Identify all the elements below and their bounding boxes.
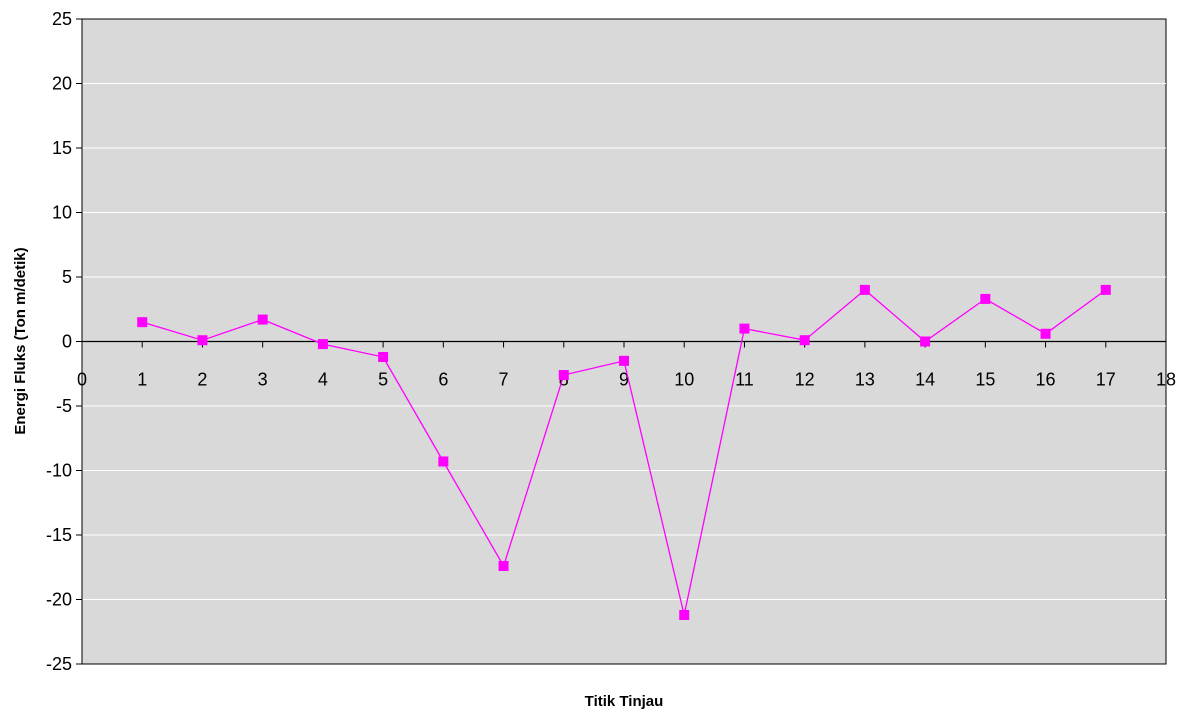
data-point-marker [799, 335, 810, 346]
data-point-marker [317, 339, 328, 350]
y-tick-label: 20 [52, 74, 72, 94]
y-tick-label: -20 [46, 590, 72, 610]
x-tick-labels: 0123456789101112131415161718 [77, 370, 1176, 390]
y-axis-title: Energi Fluks (Ton m/detik) [12, 247, 29, 434]
x-tick-label: 17 [1096, 370, 1116, 390]
x-tick-label: 16 [1036, 370, 1056, 390]
y-tick-label: 10 [52, 203, 72, 223]
data-point-marker [1040, 328, 1051, 339]
y-tick-labels: 25 20 15 10 5 0 -5 -10 -15 -20 -25 [46, 9, 72, 674]
data-point-marker [137, 317, 148, 328]
x-tick-label: 7 [499, 370, 509, 390]
y-tick-label: 15 [52, 138, 72, 158]
data-point-marker [498, 560, 509, 571]
y-tick-label: 25 [52, 9, 72, 29]
x-tick-label: 11 [735, 370, 754, 390]
y-tick-label: -25 [46, 654, 72, 674]
y-tick-label: -15 [46, 525, 72, 545]
data-point-marker [920, 336, 931, 347]
x-tick-label: 14 [915, 370, 935, 390]
x-tick-label: 6 [438, 370, 448, 390]
y-tick-label: 5 [62, 267, 72, 287]
axes [76, 18, 1167, 665]
x-tick-label: 0 [77, 370, 87, 390]
x-tick-label: 15 [975, 370, 995, 390]
data-point-marker [378, 351, 389, 362]
x-tick-label: 5 [378, 370, 388, 390]
x-tick-label: 3 [258, 370, 268, 390]
x-tick-label: 4 [318, 370, 328, 390]
data-point-marker [859, 284, 870, 295]
x-tick-label: 12 [795, 370, 815, 390]
y-tick-label: 0 [62, 332, 72, 352]
data-point-marker [438, 456, 449, 467]
x-tick-label: 9 [619, 370, 629, 390]
x-tick-label: 2 [197, 370, 207, 390]
series-layer [137, 284, 1111, 620]
data-point-marker [558, 370, 569, 381]
x-tick-label: 1 [137, 370, 147, 390]
gridlines [82, 83, 1166, 600]
data-point-marker [619, 355, 629, 366]
data-point-marker [739, 323, 750, 334]
x-tick-label: 18 [1156, 370, 1176, 390]
x-axis-title: Titik Tinjau [585, 693, 664, 710]
x-tick-label: 10 [674, 370, 694, 390]
y-tick-label: -10 [46, 461, 72, 481]
data-point-marker [197, 335, 208, 346]
data-point-marker [679, 609, 690, 620]
data-point-marker [1100, 284, 1111, 295]
y-tick-label: -5 [56, 396, 72, 416]
data-point-marker [980, 293, 991, 304]
data-point-marker [257, 314, 268, 325]
x-tick-label: 13 [855, 370, 875, 390]
